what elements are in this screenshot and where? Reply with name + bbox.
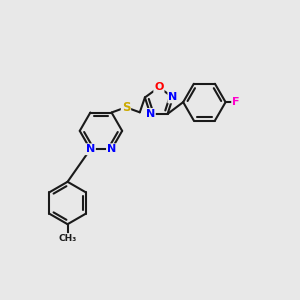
Text: N: N — [107, 144, 116, 154]
Text: F: F — [232, 97, 240, 107]
Text: CH₃: CH₃ — [58, 234, 77, 243]
Text: N: N — [86, 144, 95, 154]
Text: O: O — [154, 82, 164, 92]
Text: N: N — [168, 92, 178, 103]
Text: S: S — [122, 101, 130, 114]
Text: N: N — [146, 109, 155, 119]
